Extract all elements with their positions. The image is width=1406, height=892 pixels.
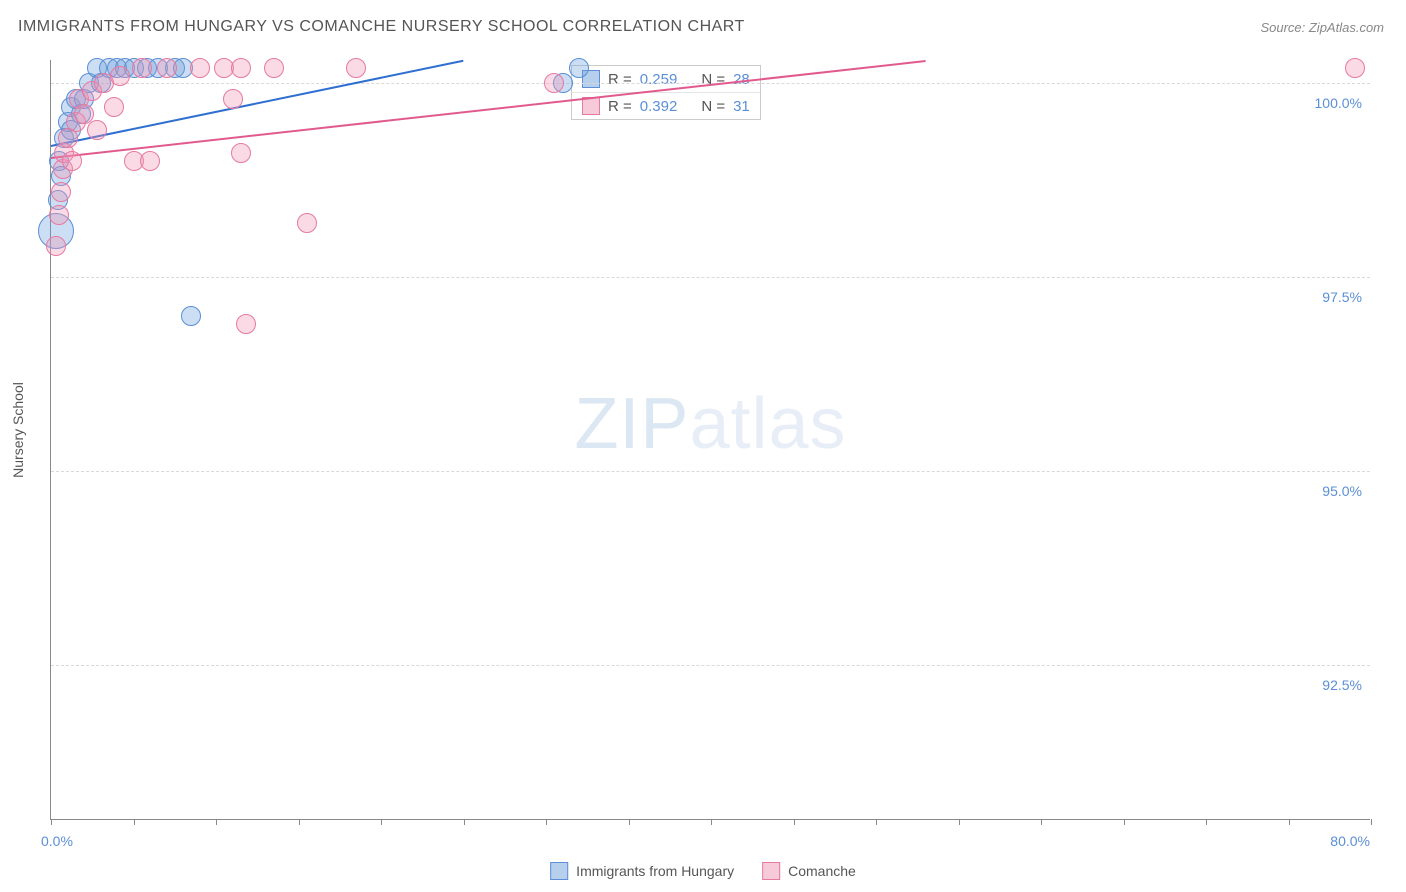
x-tick — [546, 819, 547, 825]
x-tick — [1041, 819, 1042, 825]
data-point-comanche — [346, 58, 366, 78]
x-tick — [299, 819, 300, 825]
data-point-comanche — [110, 66, 130, 86]
y-tick-label: 95.0% — [1322, 483, 1362, 499]
data-point-comanche — [231, 143, 251, 163]
n-value-comanche: 31 — [733, 98, 750, 115]
correlation-legend: R = 0.259 N = 28 R = 0.392 N = 31 — [571, 65, 761, 120]
r-value-hungary: 0.259 — [640, 71, 678, 88]
x-tick — [134, 819, 135, 825]
y-axis-label: Nursery School — [10, 382, 26, 478]
watermark: ZIPatlas — [574, 383, 846, 465]
x-tick — [959, 819, 960, 825]
x-tick — [381, 819, 382, 825]
x-tick — [1124, 819, 1125, 825]
bottom-legend-comanche: Comanche — [762, 862, 856, 880]
watermark-zip: ZIP — [574, 384, 689, 464]
bottom-legend: Immigrants from Hungary Comanche — [550, 862, 856, 880]
data-point-comanche — [223, 89, 243, 109]
gridline — [51, 665, 1370, 666]
data-point-comanche — [132, 58, 152, 78]
data-point-comanche — [104, 97, 124, 117]
x-tick — [711, 819, 712, 825]
data-point-comanche — [231, 58, 251, 78]
data-point-comanche — [1345, 58, 1365, 78]
n-label: N = — [701, 98, 725, 115]
data-point-comanche — [157, 58, 177, 78]
bottom-legend-hungary: Immigrants from Hungary — [550, 862, 734, 880]
gridline — [51, 471, 1370, 472]
x-tick — [629, 819, 630, 825]
watermark-atlas: atlas — [689, 384, 846, 464]
r-label: R = — [608, 71, 632, 88]
data-point-comanche — [46, 236, 66, 256]
data-point-comanche — [190, 58, 210, 78]
gridline — [51, 277, 1370, 278]
data-point-comanche — [62, 151, 82, 171]
data-point-hungary — [181, 306, 201, 326]
bottom-legend-label-comanche: Comanche — [788, 863, 856, 879]
x-tick — [51, 819, 52, 825]
plot-area: ZIPatlas R = 0.259 N = 28 R = 0.392 N = … — [50, 60, 1370, 820]
y-tick-label: 97.5% — [1322, 289, 1362, 305]
data-point-comanche — [49, 205, 69, 225]
x-tick — [1206, 819, 1207, 825]
r-value-comanche: 0.392 — [640, 98, 678, 115]
y-tick-label: 100.0% — [1315, 95, 1362, 111]
r-label: R = — [608, 98, 632, 115]
bottom-legend-label-hungary: Immigrants from Hungary — [576, 863, 734, 879]
data-point-comanche — [140, 151, 160, 171]
data-point-comanche — [264, 58, 284, 78]
x-tick — [1371, 819, 1372, 825]
swatch-comanche-icon — [762, 862, 780, 880]
data-point-comanche — [87, 120, 107, 140]
data-point-comanche — [51, 182, 71, 202]
swatch-hungary-icon — [550, 862, 568, 880]
x-tick — [794, 819, 795, 825]
data-point-hungary — [569, 58, 589, 78]
y-tick-label: 92.5% — [1322, 677, 1362, 693]
x-left-label: 0.0% — [41, 833, 73, 849]
x-tick — [216, 819, 217, 825]
data-point-comanche — [236, 314, 256, 334]
data-point-comanche — [544, 73, 564, 93]
x-tick — [464, 819, 465, 825]
data-point-comanche — [297, 213, 317, 233]
x-tick — [876, 819, 877, 825]
x-right-label: 80.0% — [1330, 833, 1370, 849]
x-tick — [1289, 819, 1290, 825]
source-attribution: Source: ZipAtlas.com — [1260, 20, 1384, 35]
chart-title: IMMIGRANTS FROM HUNGARY VS COMANCHE NURS… — [18, 18, 745, 36]
